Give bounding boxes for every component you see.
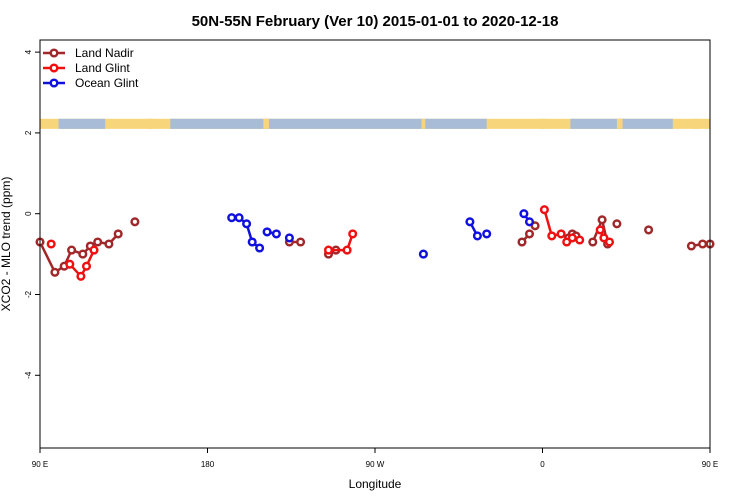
ocean-band	[58, 118, 106, 129]
data-point	[227, 213, 237, 223]
data-point	[342, 245, 352, 255]
series-land-glint	[46, 205, 615, 281]
legend-label: Land Nadir	[75, 46, 134, 60]
data-point	[604, 237, 615, 247]
legend-swatch-marker	[49, 48, 59, 58]
x-tick-label: 0	[540, 460, 545, 469]
legend-label: Land Glint	[75, 61, 130, 75]
data-point	[524, 217, 535, 227]
series-line	[68, 249, 96, 279]
series-layer	[35, 205, 715, 281]
x-tick-label: 90 W	[366, 460, 385, 469]
data-point	[76, 271, 86, 281]
x-axis: 90 E 180 90 W 0 90 E	[32, 448, 718, 469]
data-point	[46, 239, 56, 249]
data-point	[247, 237, 257, 247]
data-point	[130, 217, 140, 227]
x-tick-label: 180	[201, 460, 215, 469]
data-point	[104, 239, 114, 249]
data-point	[67, 245, 77, 255]
data-point	[50, 267, 60, 277]
x-tick-label: 90 E	[32, 460, 48, 469]
data-point	[242, 219, 252, 229]
data-point	[530, 221, 540, 231]
y-tick-label: -2	[24, 290, 33, 298]
data-point	[284, 233, 294, 243]
ocean-band	[170, 118, 487, 129]
data-point	[255, 243, 265, 253]
data-point	[539, 205, 549, 215]
data-point	[595, 225, 605, 235]
data-point	[348, 229, 358, 239]
data-point	[65, 259, 75, 269]
land-patch	[540, 118, 547, 129]
data-point	[567, 233, 577, 243]
data-point	[519, 209, 529, 219]
data-point	[575, 235, 585, 245]
y-axis: 4 2 0 -2 -4	[24, 49, 40, 379]
data-point	[93, 237, 103, 247]
data-point	[418, 249, 428, 259]
data-point	[517, 237, 527, 247]
data-point	[465, 217, 475, 227]
y-tick-label: -4	[24, 371, 33, 379]
land-patch	[616, 118, 623, 129]
legend-swatch-marker	[49, 63, 59, 73]
data-point	[698, 239, 708, 249]
data-point	[271, 229, 281, 239]
y-tick-label: 4	[24, 49, 33, 54]
data-point	[686, 241, 696, 251]
series-ocean-glint	[227, 209, 535, 259]
land-ocean-strip	[40, 118, 710, 129]
land-patch	[421, 118, 426, 129]
data-point	[234, 213, 244, 223]
data-point	[524, 229, 535, 239]
data-point	[612, 219, 622, 229]
data-point	[78, 249, 88, 259]
legend-item: Land Glint	[43, 61, 130, 75]
land-patch	[147, 118, 154, 129]
y-axis-label: XCO2 - MLO trend (ppm)	[0, 177, 13, 312]
data-point	[89, 245, 99, 255]
series-land-nadir	[35, 215, 715, 277]
data-point	[556, 229, 566, 239]
data-point	[597, 215, 607, 225]
data-point	[599, 233, 609, 243]
data-point	[562, 237, 572, 247]
land-patch	[263, 118, 269, 129]
legend-label: Ocean Glint	[75, 76, 139, 90]
data-point	[472, 231, 482, 241]
land-patch	[693, 118, 699, 129]
legend-swatch-marker	[49, 78, 59, 88]
data-point	[547, 231, 557, 241]
legend-item: Ocean Glint	[43, 76, 139, 90]
data-point	[296, 237, 306, 247]
data-point	[323, 245, 334, 255]
y-tick-label: 0	[24, 211, 33, 216]
data-point	[81, 261, 92, 271]
x-axis-label: Longitude	[349, 477, 402, 491]
data-point	[588, 237, 598, 247]
x-tick-label: 90 E	[702, 460, 718, 469]
chart-title: 50N-55N February (Ver 10) 2015-01-01 to …	[192, 13, 559, 30]
data-point	[113, 229, 123, 239]
data-point	[644, 225, 654, 235]
data-point	[262, 227, 272, 237]
y-tick-label: 2	[24, 130, 33, 135]
data-point	[482, 229, 492, 239]
legend-item: Land Nadir	[43, 46, 134, 60]
